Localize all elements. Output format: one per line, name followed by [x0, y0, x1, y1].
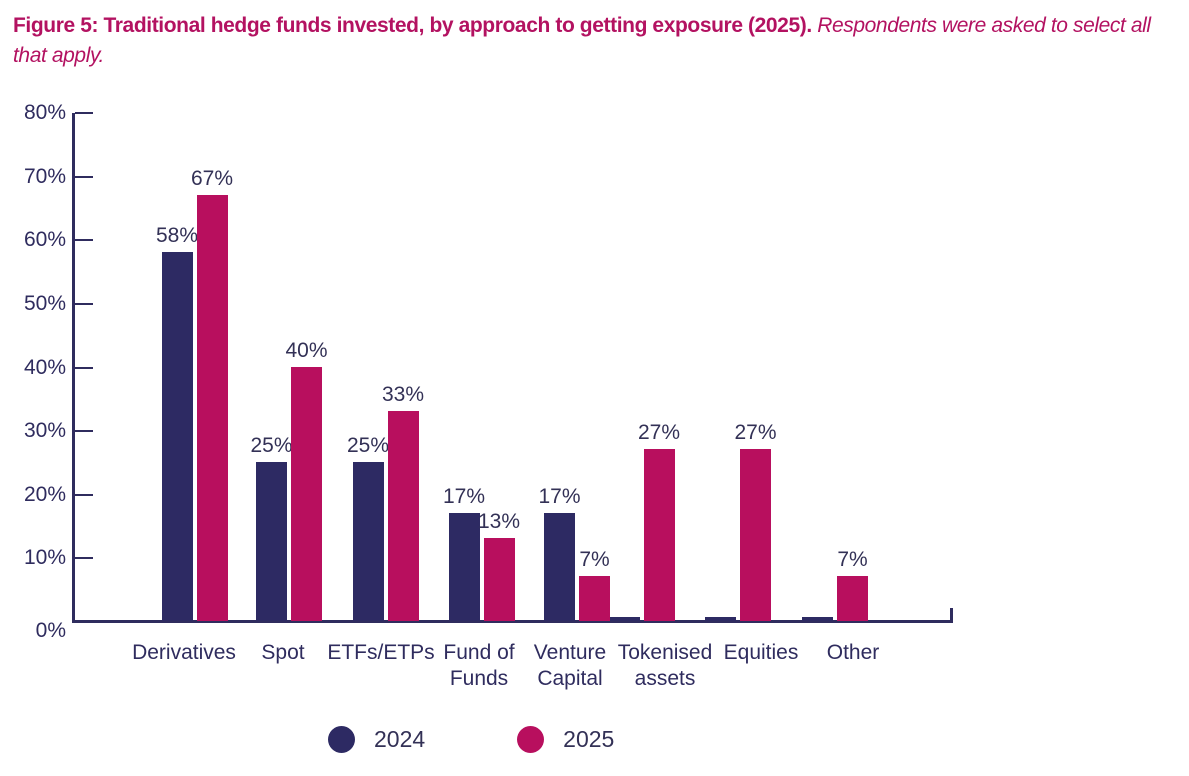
value-label-2025-fund-of-funds: 13%	[477, 510, 521, 534]
y-axis-line	[72, 113, 75, 623]
y-axis-tick-20	[75, 493, 93, 496]
legend-dot-2024	[328, 726, 355, 753]
bar-2025-derivatives	[196, 194, 228, 621]
bar-2024-venture-capital	[544, 512, 575, 621]
legend-dot-2025	[517, 726, 545, 753]
x-axis-label-tokenised-assets: Tokenised assets	[618, 640, 713, 692]
bar-2024-fund-of-funds	[448, 512, 480, 621]
bar-2025-venture-capital	[579, 576, 610, 621]
y-axis-label-40: 40%	[23, 355, 66, 379]
value-label-2025-venture-capital: 7%	[579, 548, 610, 572]
y-axis-tick-30	[75, 430, 93, 433]
value-label-2024-venture-capital: 17%	[538, 484, 581, 508]
bar-2024-other	[802, 617, 833, 621]
y-axis-label-30: 30%	[23, 419, 66, 443]
y-axis-label-60: 60%	[23, 228, 66, 252]
x-axis-label-line: Tokenised	[617, 641, 713, 664]
y-axis-label-80: 80%	[23, 101, 66, 124]
x-axis-line	[72, 620, 953, 623]
bar-2025-etfs-etps	[387, 411, 419, 621]
x-axis-end-tick	[950, 608, 953, 622]
y-axis-tick-40	[75, 366, 93, 369]
bar-2024-spot	[256, 461, 287, 621]
value-label-2024-etfs-etps: 25%	[346, 433, 390, 457]
x-axis-label-line: Capital	[537, 667, 603, 690]
figure-caption-subtitle: Respondents were asked to select all tha…	[13, 14, 1151, 67]
bar-2025-equities	[740, 449, 771, 621]
legend-label-2025: 2025	[563, 726, 615, 752]
bar-2025-spot	[291, 366, 322, 621]
x-axis-label-venture-capital: Venture Capital	[534, 640, 606, 692]
y-axis-tick-70	[75, 175, 93, 178]
value-label-2025-derivatives: 67%	[190, 166, 234, 190]
bar-2024-derivatives	[161, 251, 193, 621]
value-label-2024-fund-of-funds: 17%	[442, 484, 486, 508]
legend-item-2024: 2024	[328, 726, 425, 753]
bar-2024-tokenised-assets	[608, 617, 640, 621]
value-label-2025-tokenised-assets: 27%	[637, 421, 681, 445]
x-axis-label-line: Other	[826, 641, 880, 664]
x-axis-label-line: Fund of	[443, 641, 515, 664]
x-axis-label-spot: Spot	[261, 640, 304, 666]
value-label-2024-spot: 25%	[250, 433, 293, 457]
y-axis-tick-80	[75, 112, 93, 114]
x-axis-label-derivatives: Derivatives	[132, 640, 236, 666]
bar-2025-tokenised-assets	[643, 449, 675, 621]
value-label-2025-equities: 27%	[734, 421, 777, 445]
x-axis-label-line: Funds	[449, 667, 509, 690]
x-axis-label-other: Other	[827, 640, 880, 666]
legend-label-2024: 2024	[374, 726, 426, 752]
legend-item-2025: 2025	[517, 726, 614, 753]
x-axis-label-line: Spot	[261, 641, 305, 664]
x-axis-label-fund-of-funds: Fund of Funds	[443, 640, 514, 692]
chart-legend: 2024 2025	[328, 726, 614, 753]
y-axis-tick-50	[75, 302, 93, 305]
x-axis-label-line: Derivatives	[132, 641, 236, 664]
x-axis-label-line: assets	[634, 667, 696, 690]
value-label-2024-derivatives: 58%	[155, 223, 199, 247]
bar-2024-equities	[705, 617, 736, 621]
x-axis-label-etfs-etps: ETFs/ETPs	[327, 640, 434, 666]
value-label-2025-spot: 40%	[285, 338, 328, 362]
y-axis-label-20: 20%	[23, 482, 66, 506]
x-axis-label-line: Venture	[533, 641, 607, 664]
y-axis-label-0: 0%	[35, 619, 66, 642]
y-axis-label-50: 50%	[23, 291, 66, 315]
x-axis-label-line: Equities	[723, 641, 799, 664]
x-axis-label-line: ETFs/ETPs	[327, 641, 435, 664]
x-axis-label-equities: Equities	[724, 640, 799, 666]
y-axis-label-70: 70%	[23, 164, 66, 188]
value-label-2025-etfs-etps: 33%	[381, 383, 425, 407]
y-axis-label-10: 10%	[23, 546, 66, 570]
y-axis-tick-10	[75, 557, 93, 560]
figure-caption: Figure 5: Traditional hedge funds invest…	[13, 11, 1183, 71]
bar-2025-other	[837, 576, 868, 621]
value-label-2025-other: 7%	[837, 548, 868, 572]
y-axis-tick-60	[75, 239, 93, 242]
bar-2024-etfs-etps	[352, 461, 384, 621]
bar-2025-fund-of-funds	[483, 538, 515, 621]
figure-caption-bold: Figure 5: Traditional hedge funds invest…	[13, 14, 812, 37]
